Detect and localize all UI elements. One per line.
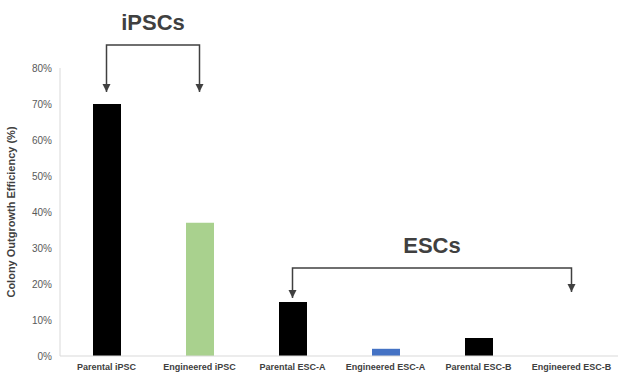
svg-text:iPSCs: iPSCs (121, 10, 185, 35)
svg-text:Parental iPSC: Parental iPSC (77, 362, 137, 372)
svg-text:70%: 70% (32, 99, 52, 110)
svg-text:50%: 50% (32, 171, 52, 182)
svg-text:10%: 10% (32, 315, 52, 326)
svg-text:60%: 60% (32, 135, 52, 146)
svg-text:Engineered ESC-A: Engineered ESC-A (346, 362, 426, 372)
svg-text:Parental ESC-A: Parental ESC-A (259, 362, 326, 372)
svg-text:0%: 0% (38, 351, 53, 362)
svg-text:30%: 30% (32, 243, 52, 254)
svg-text:ESCs: ESCs (403, 233, 460, 258)
svg-text:Parental ESC-B: Parental ESC-B (445, 362, 512, 372)
svg-text:20%: 20% (32, 279, 52, 290)
svg-text:Engineered iPSC: Engineered iPSC (163, 362, 236, 372)
svg-text:Engineered ESC-B: Engineered ESC-B (532, 362, 612, 372)
svg-text:40%: 40% (32, 207, 52, 218)
svg-text:Colony Outgrowth Efficiency (%: Colony Outgrowth Efficiency (%) (8, 126, 17, 297)
svg-text:80%: 80% (32, 63, 52, 74)
